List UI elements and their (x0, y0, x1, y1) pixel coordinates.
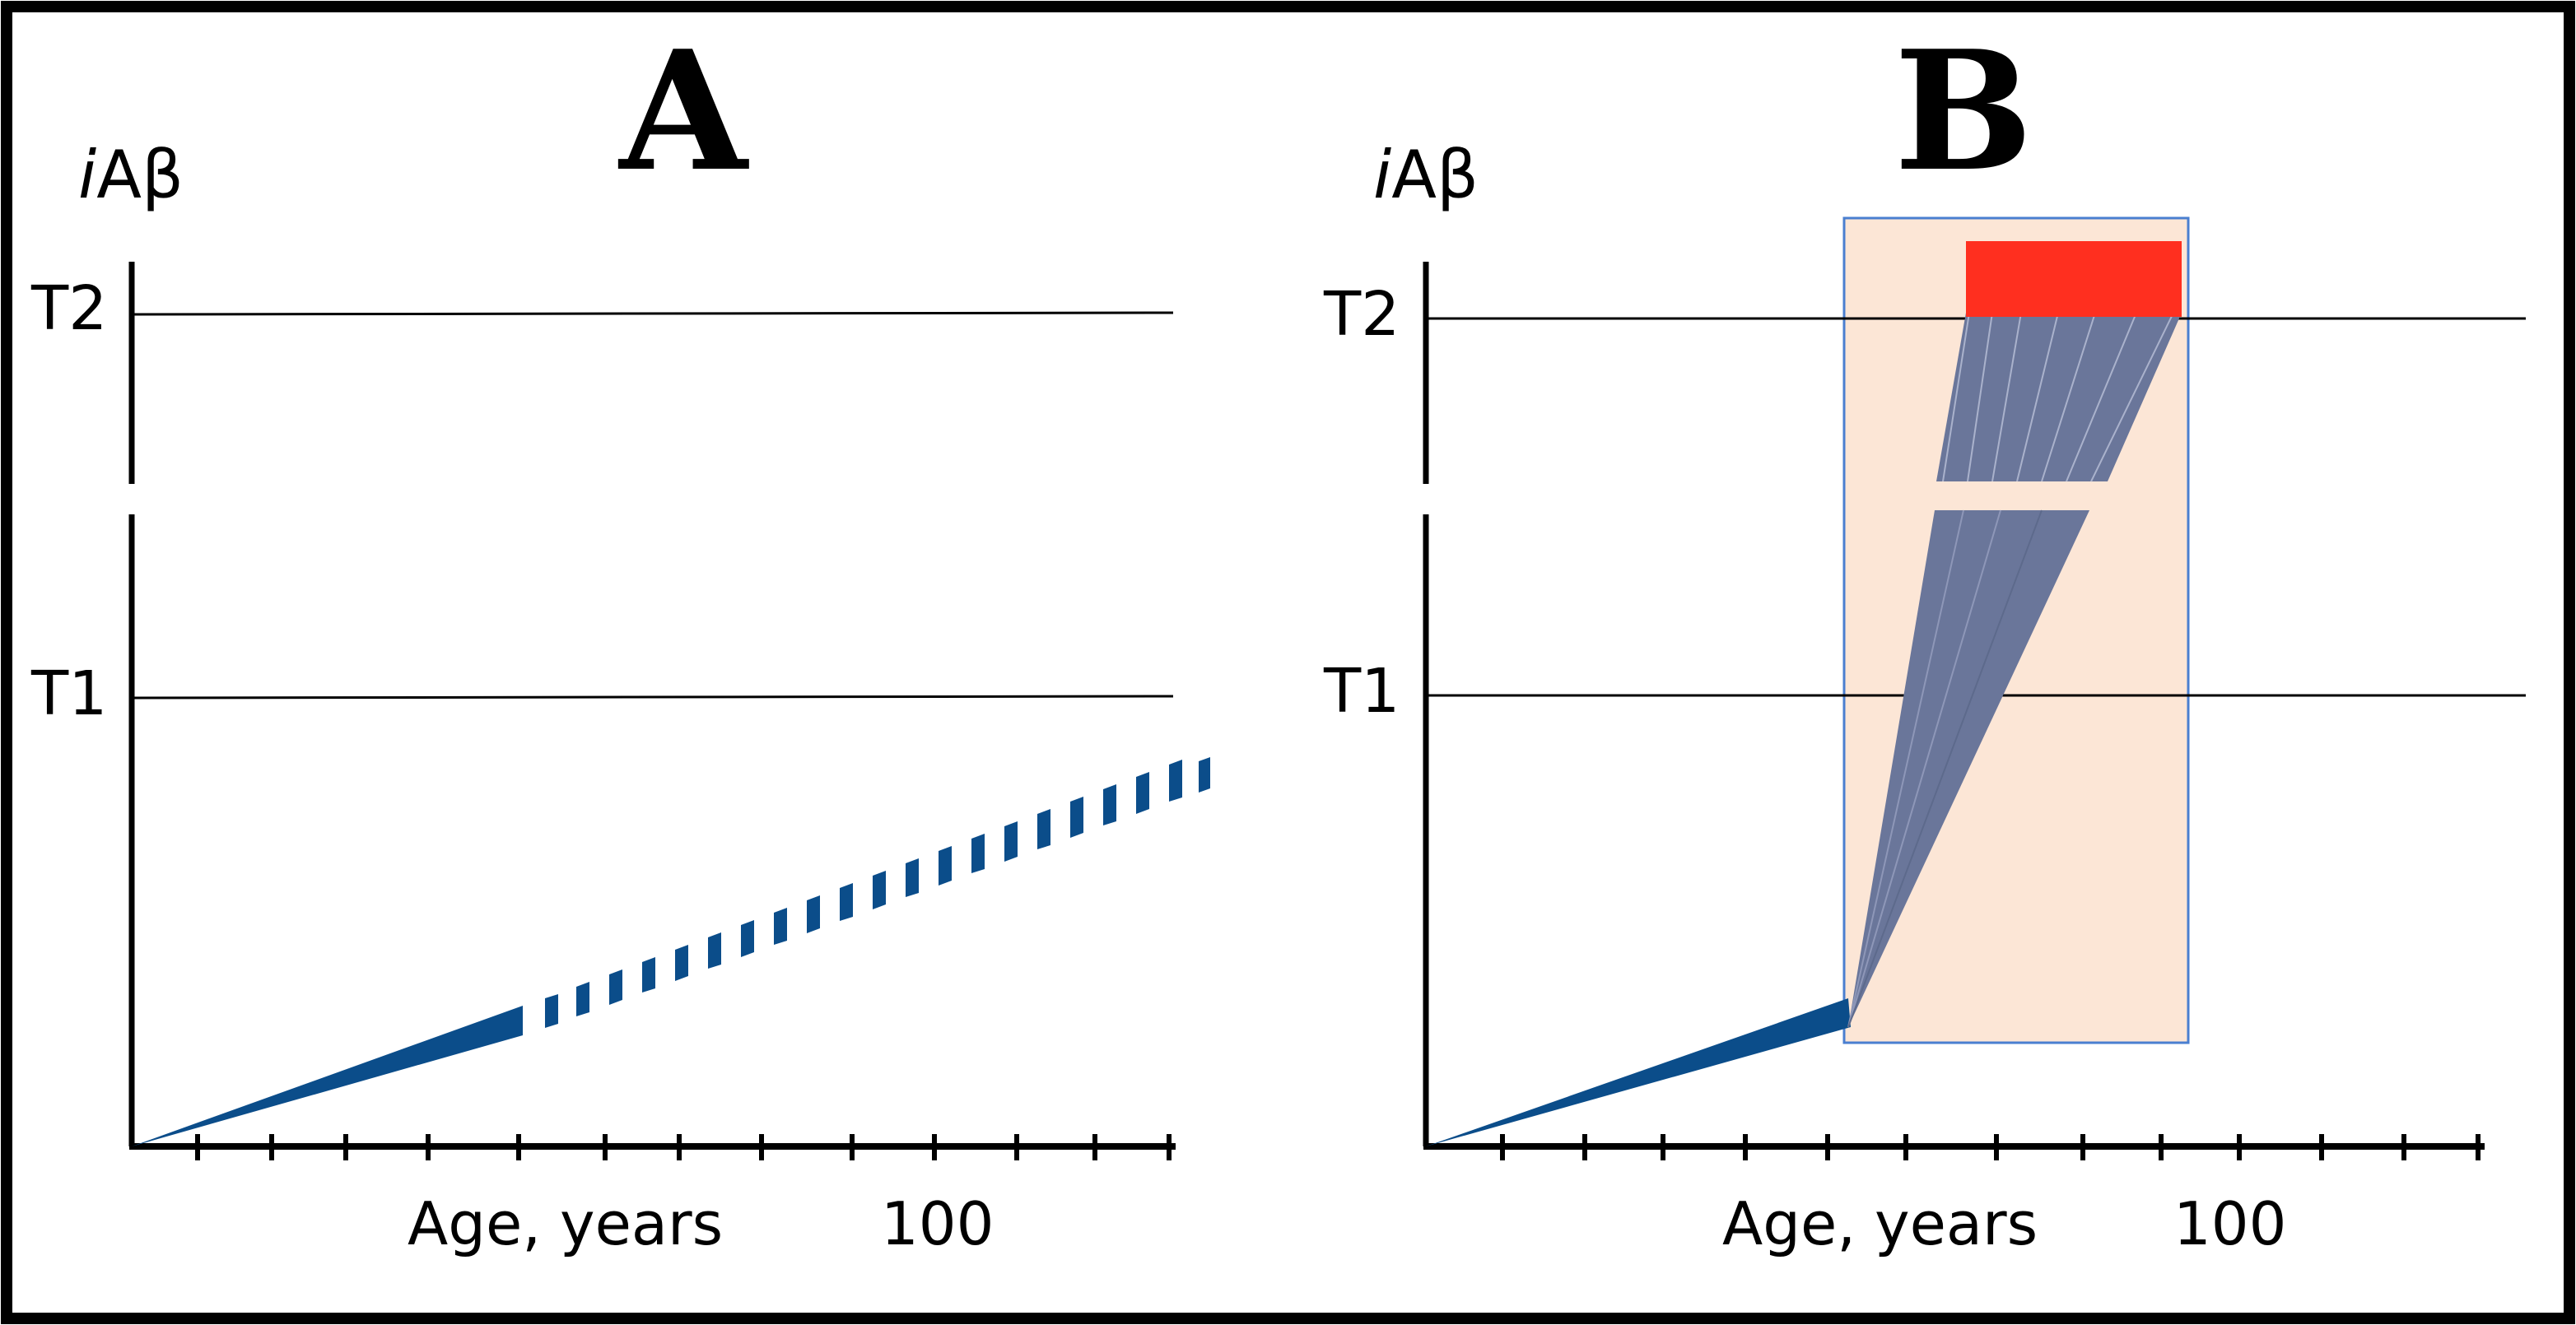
trajectory-dash (642, 957, 655, 993)
panel-b-disease-box (1966, 241, 2182, 317)
panel-a-trajectory-dashed (545, 757, 1210, 1028)
trajectory-dash (741, 920, 754, 957)
fan-upper-body (1936, 313, 2182, 481)
trajectory-dash (939, 846, 952, 886)
trajectory-dash (774, 908, 787, 945)
fan-streak (1847, 509, 2001, 1028)
fan-streak (2090, 312, 2174, 482)
trajectory-dash (1136, 772, 1149, 814)
panel-b: B iAβ T2 T1 Age, (1323, 15, 2526, 1258)
panel-a-t1-line (131, 695, 1174, 700)
trajectory-dash (675, 945, 688, 981)
panel-b-y-axis-title: iAβ (1373, 137, 1479, 213)
panel-b-t2-label: T2 (1323, 279, 1400, 350)
trajectory-dash (906, 858, 919, 897)
panel-b-y-label: Aβ (1391, 137, 1479, 213)
panel-a-trajectory-solid (132, 1006, 523, 1146)
trajectory-dash (1103, 784, 1116, 825)
trajectory-dash (1004, 821, 1018, 862)
trajectory-dash (545, 994, 558, 1028)
panel-b-x-tick-100: 100 (2173, 1189, 2286, 1258)
panel-a-t1-label: T1 (30, 658, 107, 729)
panel-b-t1-label: T1 (1323, 656, 1400, 727)
fan-streak (2041, 312, 2096, 482)
fan-streak (2016, 312, 2059, 482)
panel-a: A iAβ T2 T1 Age, years (30, 15, 1210, 1258)
panel-a-letter: A (617, 15, 749, 208)
trajectory-dash (576, 982, 589, 1016)
fan-streak (1847, 509, 2043, 1028)
panel-a-t2-label: T2 (30, 273, 107, 344)
panel-a-t2-line (131, 311, 1174, 316)
panel-b-x-ticks (1500, 1134, 2481, 1160)
trajectory-dash (807, 895, 820, 933)
panel-a-x-ticks (195, 1134, 1172, 1160)
panel-a-x-tick-100: 100 (881, 1189, 994, 1258)
panel-a-y-axis-title: iAβ (78, 137, 184, 213)
panel-b-trajectory-fan-upper (1936, 312, 2182, 482)
trajectory-dash (708, 932, 721, 969)
fan-streak (1967, 312, 1993, 482)
fan-streak (1991, 312, 2022, 482)
panel-a-y-prefix: i (78, 137, 96, 213)
panel-b-trajectory-fan-lower (1847, 509, 2089, 1028)
panel-a-x-axis-label: Age, years (408, 1189, 723, 1258)
trajectory-dash (1037, 809, 1050, 849)
panel-b-letter: B (1894, 15, 2033, 208)
fan-lower-body (1848, 510, 2089, 1027)
panel-b-trajectory-solid (1426, 998, 1851, 1146)
fan-streak (2066, 312, 2137, 482)
trajectory-dash (609, 969, 622, 1005)
panel-b-x-axis-label: Age, years (1722, 1189, 2038, 1258)
fan-streak (1942, 312, 1970, 482)
trajectory-dash (971, 834, 985, 873)
panel-b-y-prefix: i (1373, 137, 1391, 213)
trajectory-dash (1199, 757, 1210, 793)
fan-streak (1847, 509, 1964, 1028)
trajectory-dash (1169, 760, 1182, 802)
trajectory-dash (840, 883, 853, 921)
trajectory-dash (873, 871, 886, 909)
panel-a-y-label: Aβ (96, 137, 184, 213)
trajectory-dash (1070, 797, 1083, 838)
